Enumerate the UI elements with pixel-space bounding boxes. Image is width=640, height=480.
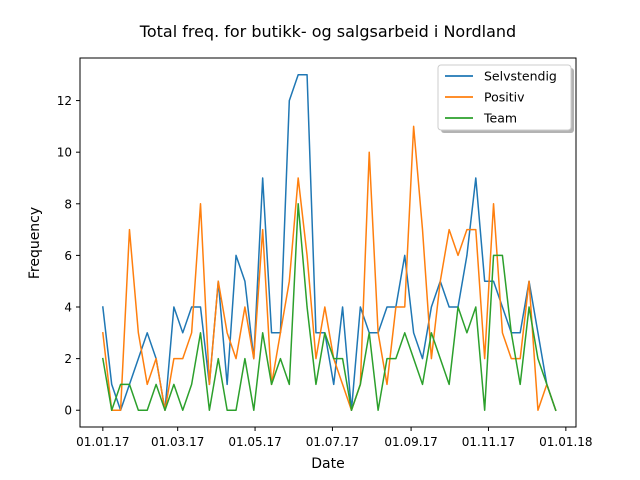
legend-label-positiv: Positiv xyxy=(484,90,525,105)
x-axis: 01.01.17 01.03.17 01.05.17 01.07.17 01.09.17… xyxy=(76,427,593,449)
y-tick-label: 4 xyxy=(64,301,72,315)
series-line-positiv xyxy=(101,125,557,412)
x-tick-label: 01.07.17 xyxy=(306,435,359,449)
x-tick-label: 01.01.18 xyxy=(539,435,592,449)
plot-lines xyxy=(101,74,557,412)
y-tick-label: 10 xyxy=(57,146,72,160)
y-tick-label: 12 xyxy=(57,94,72,108)
y-tick-label: 6 xyxy=(64,249,72,263)
series-line-selvstendig xyxy=(101,74,557,412)
plot-frame xyxy=(79,57,577,428)
x-tick-label: 01.11.17 xyxy=(462,435,515,449)
x-axis-label: Date xyxy=(311,456,344,472)
legend: Selvstendig Positiv Team xyxy=(437,64,574,133)
x-tick-label: 01.01.17 xyxy=(76,435,129,449)
y-tick-label: 0 xyxy=(64,404,72,418)
y-axis-label: Frequency xyxy=(27,207,43,279)
x-tick-label: 01.05.17 xyxy=(228,435,281,449)
y-tick-label: 2 xyxy=(64,352,72,366)
legend-box xyxy=(437,64,572,131)
series-line-team xyxy=(101,203,557,412)
legend-label-team: Team xyxy=(483,111,517,126)
y-tick-label: 8 xyxy=(64,197,72,211)
legend-label-selvstendig: Selvstendig xyxy=(484,69,557,84)
chart-title: Total freq. for butikk- og salgsarbeid i… xyxy=(139,22,516,41)
x-tick-label: 01.09.17 xyxy=(384,435,437,449)
y-axis: 0 2 4 6 8 10 12 xyxy=(57,94,80,418)
x-tick-label: 01.03.17 xyxy=(151,435,204,449)
